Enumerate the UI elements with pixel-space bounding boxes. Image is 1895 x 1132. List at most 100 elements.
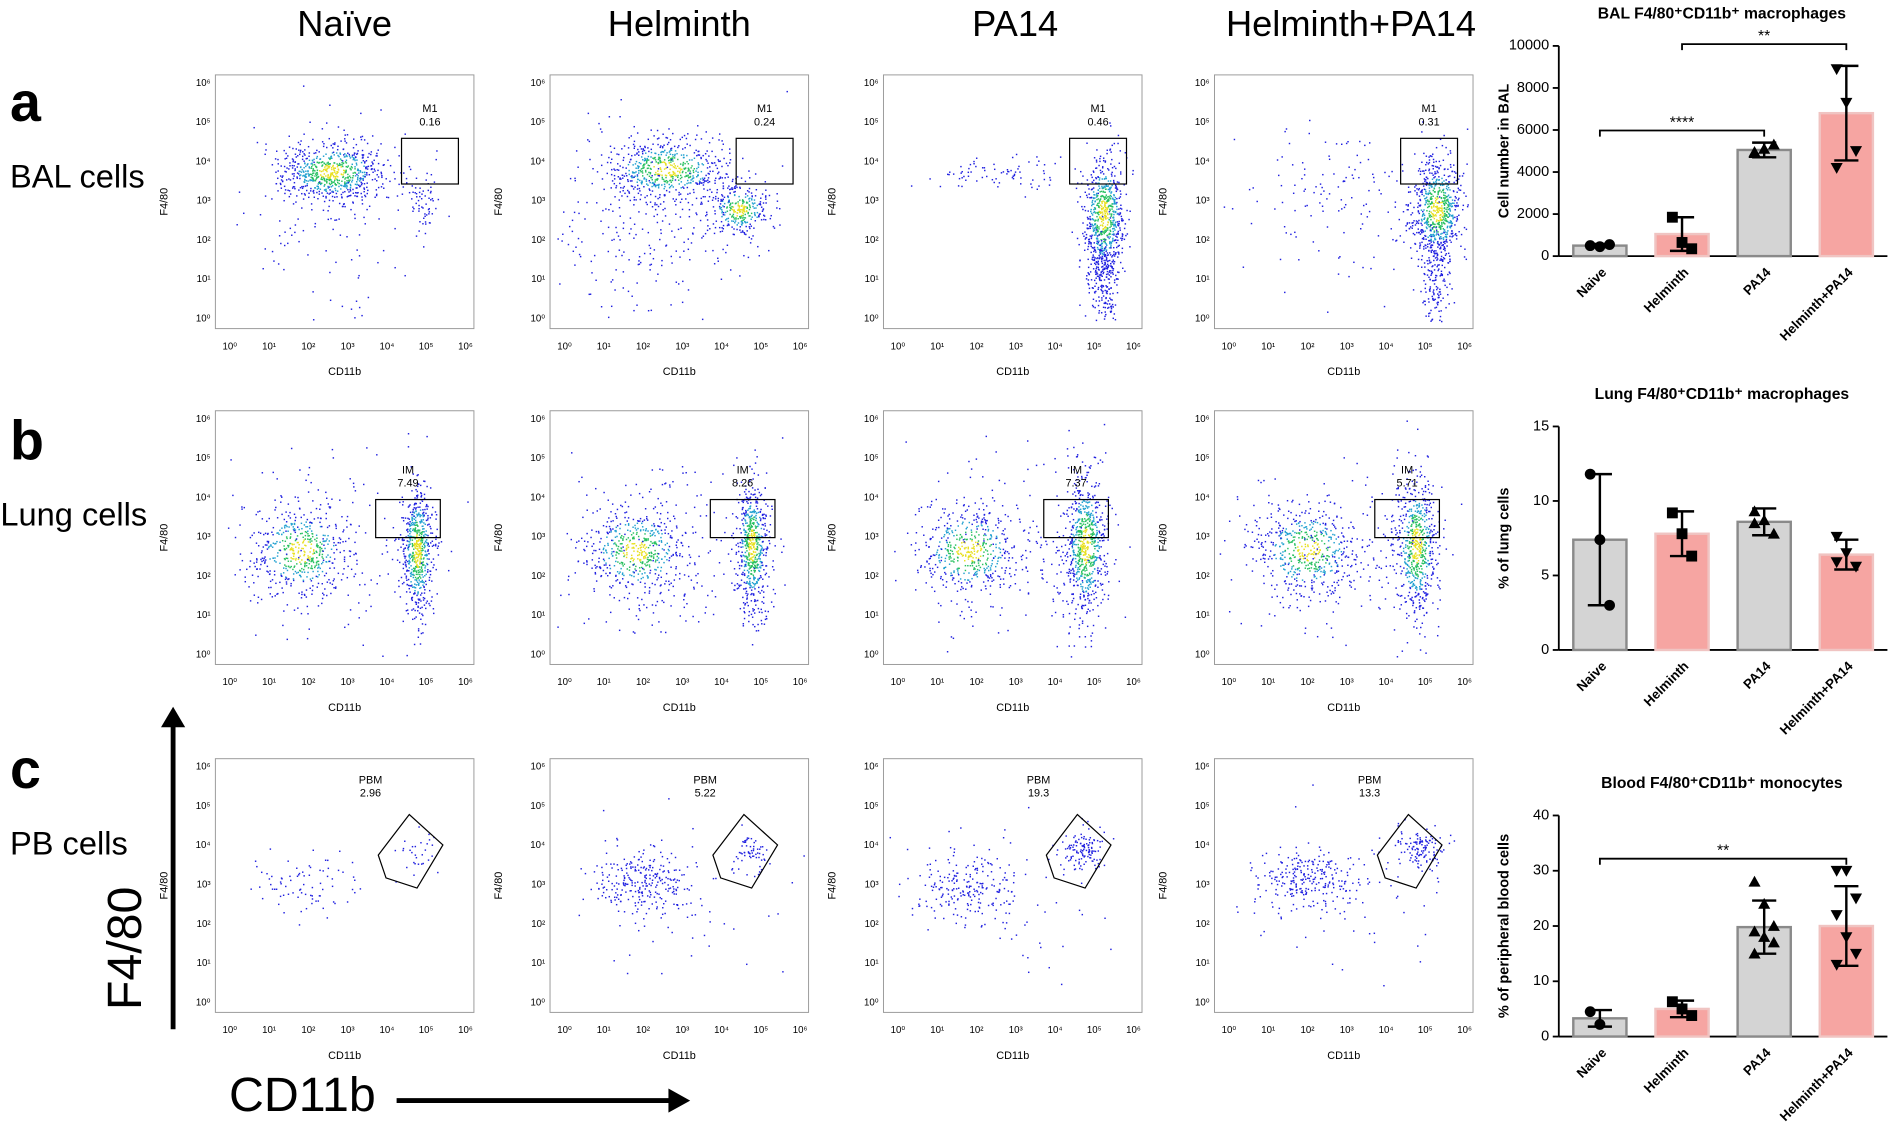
event-dot [1112, 217, 1115, 219]
event-dot [419, 549, 422, 552]
event-dot [677, 158, 679, 161]
event-dot [679, 167, 681, 170]
event-dot [354, 171, 356, 174]
event-dot [1394, 201, 1397, 203]
event-dot [1429, 214, 1432, 216]
event-dot [741, 205, 743, 208]
event-dot [642, 148, 644, 150]
event-dot [1082, 208, 1084, 211]
event-dot [1105, 207, 1108, 209]
x-tick-label: 10⁶ [1457, 341, 1472, 352]
event-dot [654, 203, 656, 206]
event-dot [1430, 320, 1432, 322]
event-dot [1087, 272, 1089, 274]
event-dot [420, 198, 423, 200]
y-tick-label: 10⁰ [1195, 313, 1210, 324]
event-dot [1435, 160, 1437, 163]
event-dot [647, 167, 649, 169]
event-dot [687, 175, 689, 177]
event-dot [302, 541, 305, 543]
event-dot [675, 204, 677, 206]
event-dot [738, 208, 740, 210]
event-dot [268, 517, 270, 520]
event-dot [1423, 279, 1425, 282]
event-dot [1439, 288, 1441, 291]
event-dot [277, 190, 279, 192]
event-dot [740, 223, 743, 225]
event-dot [638, 172, 640, 174]
event-dot [1449, 152, 1452, 154]
event-dot [1429, 246, 1432, 249]
event-dot [299, 570, 302, 572]
event-dot [298, 569, 301, 572]
event-dot [635, 233, 637, 236]
event-dot [307, 163, 309, 165]
event-dot [749, 223, 751, 225]
event-dot [1436, 195, 1439, 198]
event-dot [288, 168, 290, 170]
y-tick-label: 10⁶ [864, 78, 879, 89]
event-dot [1119, 212, 1121, 214]
event-dot [1429, 278, 1431, 281]
event-dot [1107, 206, 1110, 208]
event-dot [413, 511, 415, 514]
event-dot [740, 177, 743, 179]
event-dot [1101, 250, 1104, 253]
event-dot [1113, 165, 1116, 168]
event-dot [316, 185, 318, 187]
event-dot [326, 181, 328, 183]
event-dot [312, 553, 314, 555]
event-dot [322, 557, 324, 560]
event-dot [721, 215, 723, 218]
event-dot [670, 148, 672, 150]
event-dot [681, 198, 683, 200]
event-dot [687, 193, 689, 195]
event-dot [673, 171, 675, 174]
event-dot [402, 563, 405, 565]
event-dot [973, 163, 975, 165]
event-dot [262, 267, 264, 270]
event-dot [1099, 279, 1101, 282]
event-dot [575, 246, 577, 248]
event-dot [665, 244, 668, 246]
event-dot [277, 263, 280, 265]
event-dot [1449, 189, 1451, 191]
event-dot [290, 548, 292, 550]
event-dot [311, 558, 314, 561]
event-dot [1105, 276, 1108, 278]
event-dot [416, 559, 419, 562]
event-dot [668, 159, 670, 162]
event-dot [309, 541, 311, 543]
event-dot [735, 185, 737, 187]
event-dot [642, 149, 644, 151]
event-dot [357, 176, 359, 179]
event-dot [340, 579, 343, 581]
event-dot [663, 168, 666, 170]
event-dot [318, 181, 321, 183]
event-dot [659, 160, 661, 162]
event-dot [1437, 269, 1439, 272]
event-dot [1442, 297, 1444, 299]
event-dot [385, 178, 387, 180]
event-dot [1436, 287, 1439, 289]
event-dot [697, 154, 700, 156]
event-dot [740, 220, 743, 223]
event-dot [704, 250, 707, 252]
event-dot [1430, 261, 1432, 264]
event-dot [596, 202, 598, 204]
event-dot [426, 508, 428, 510]
event-dot [662, 209, 664, 211]
event-dot [428, 576, 431, 579]
event-dot [402, 550, 405, 552]
event-dot [325, 556, 328, 558]
event-dot [1436, 288, 1438, 291]
event-dot [1100, 220, 1103, 223]
event-dot [437, 198, 440, 201]
event-dot [328, 525, 331, 527]
event-dot [623, 185, 626, 188]
x-tick-label: 10² [301, 341, 316, 352]
event-dot [1422, 121, 1424, 123]
event-dot [1105, 313, 1107, 316]
event-dot [748, 208, 751, 211]
event-dot [410, 575, 412, 577]
